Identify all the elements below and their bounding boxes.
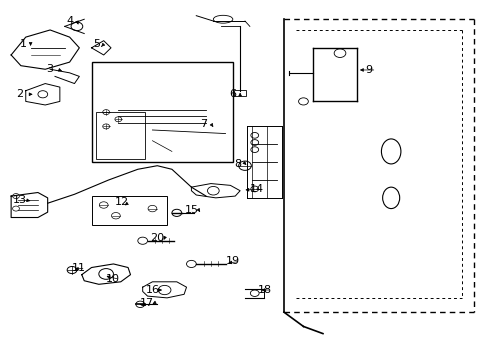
Text: 2: 2	[16, 89, 24, 99]
Bar	[92, 196, 167, 225]
Text: 11: 11	[72, 263, 85, 273]
Text: 8: 8	[234, 158, 241, 168]
Text: 1: 1	[20, 39, 27, 49]
Text: 12: 12	[115, 197, 129, 207]
Text: 5: 5	[93, 39, 100, 49]
Text: 4: 4	[66, 16, 73, 26]
Text: 3: 3	[47, 64, 53, 74]
Text: 18: 18	[257, 285, 271, 295]
Text: 9: 9	[366, 65, 373, 75]
Text: 19: 19	[226, 256, 240, 266]
Text: 13: 13	[13, 195, 27, 205]
Text: 17: 17	[140, 298, 154, 308]
Text: 20: 20	[150, 233, 164, 243]
Text: 10: 10	[105, 274, 120, 284]
Text: 6: 6	[229, 89, 236, 99]
Bar	[234, 90, 246, 96]
Text: 14: 14	[249, 184, 264, 194]
Text: 15: 15	[184, 205, 198, 215]
Text: 7: 7	[200, 118, 207, 129]
Text: 16: 16	[146, 285, 159, 295]
